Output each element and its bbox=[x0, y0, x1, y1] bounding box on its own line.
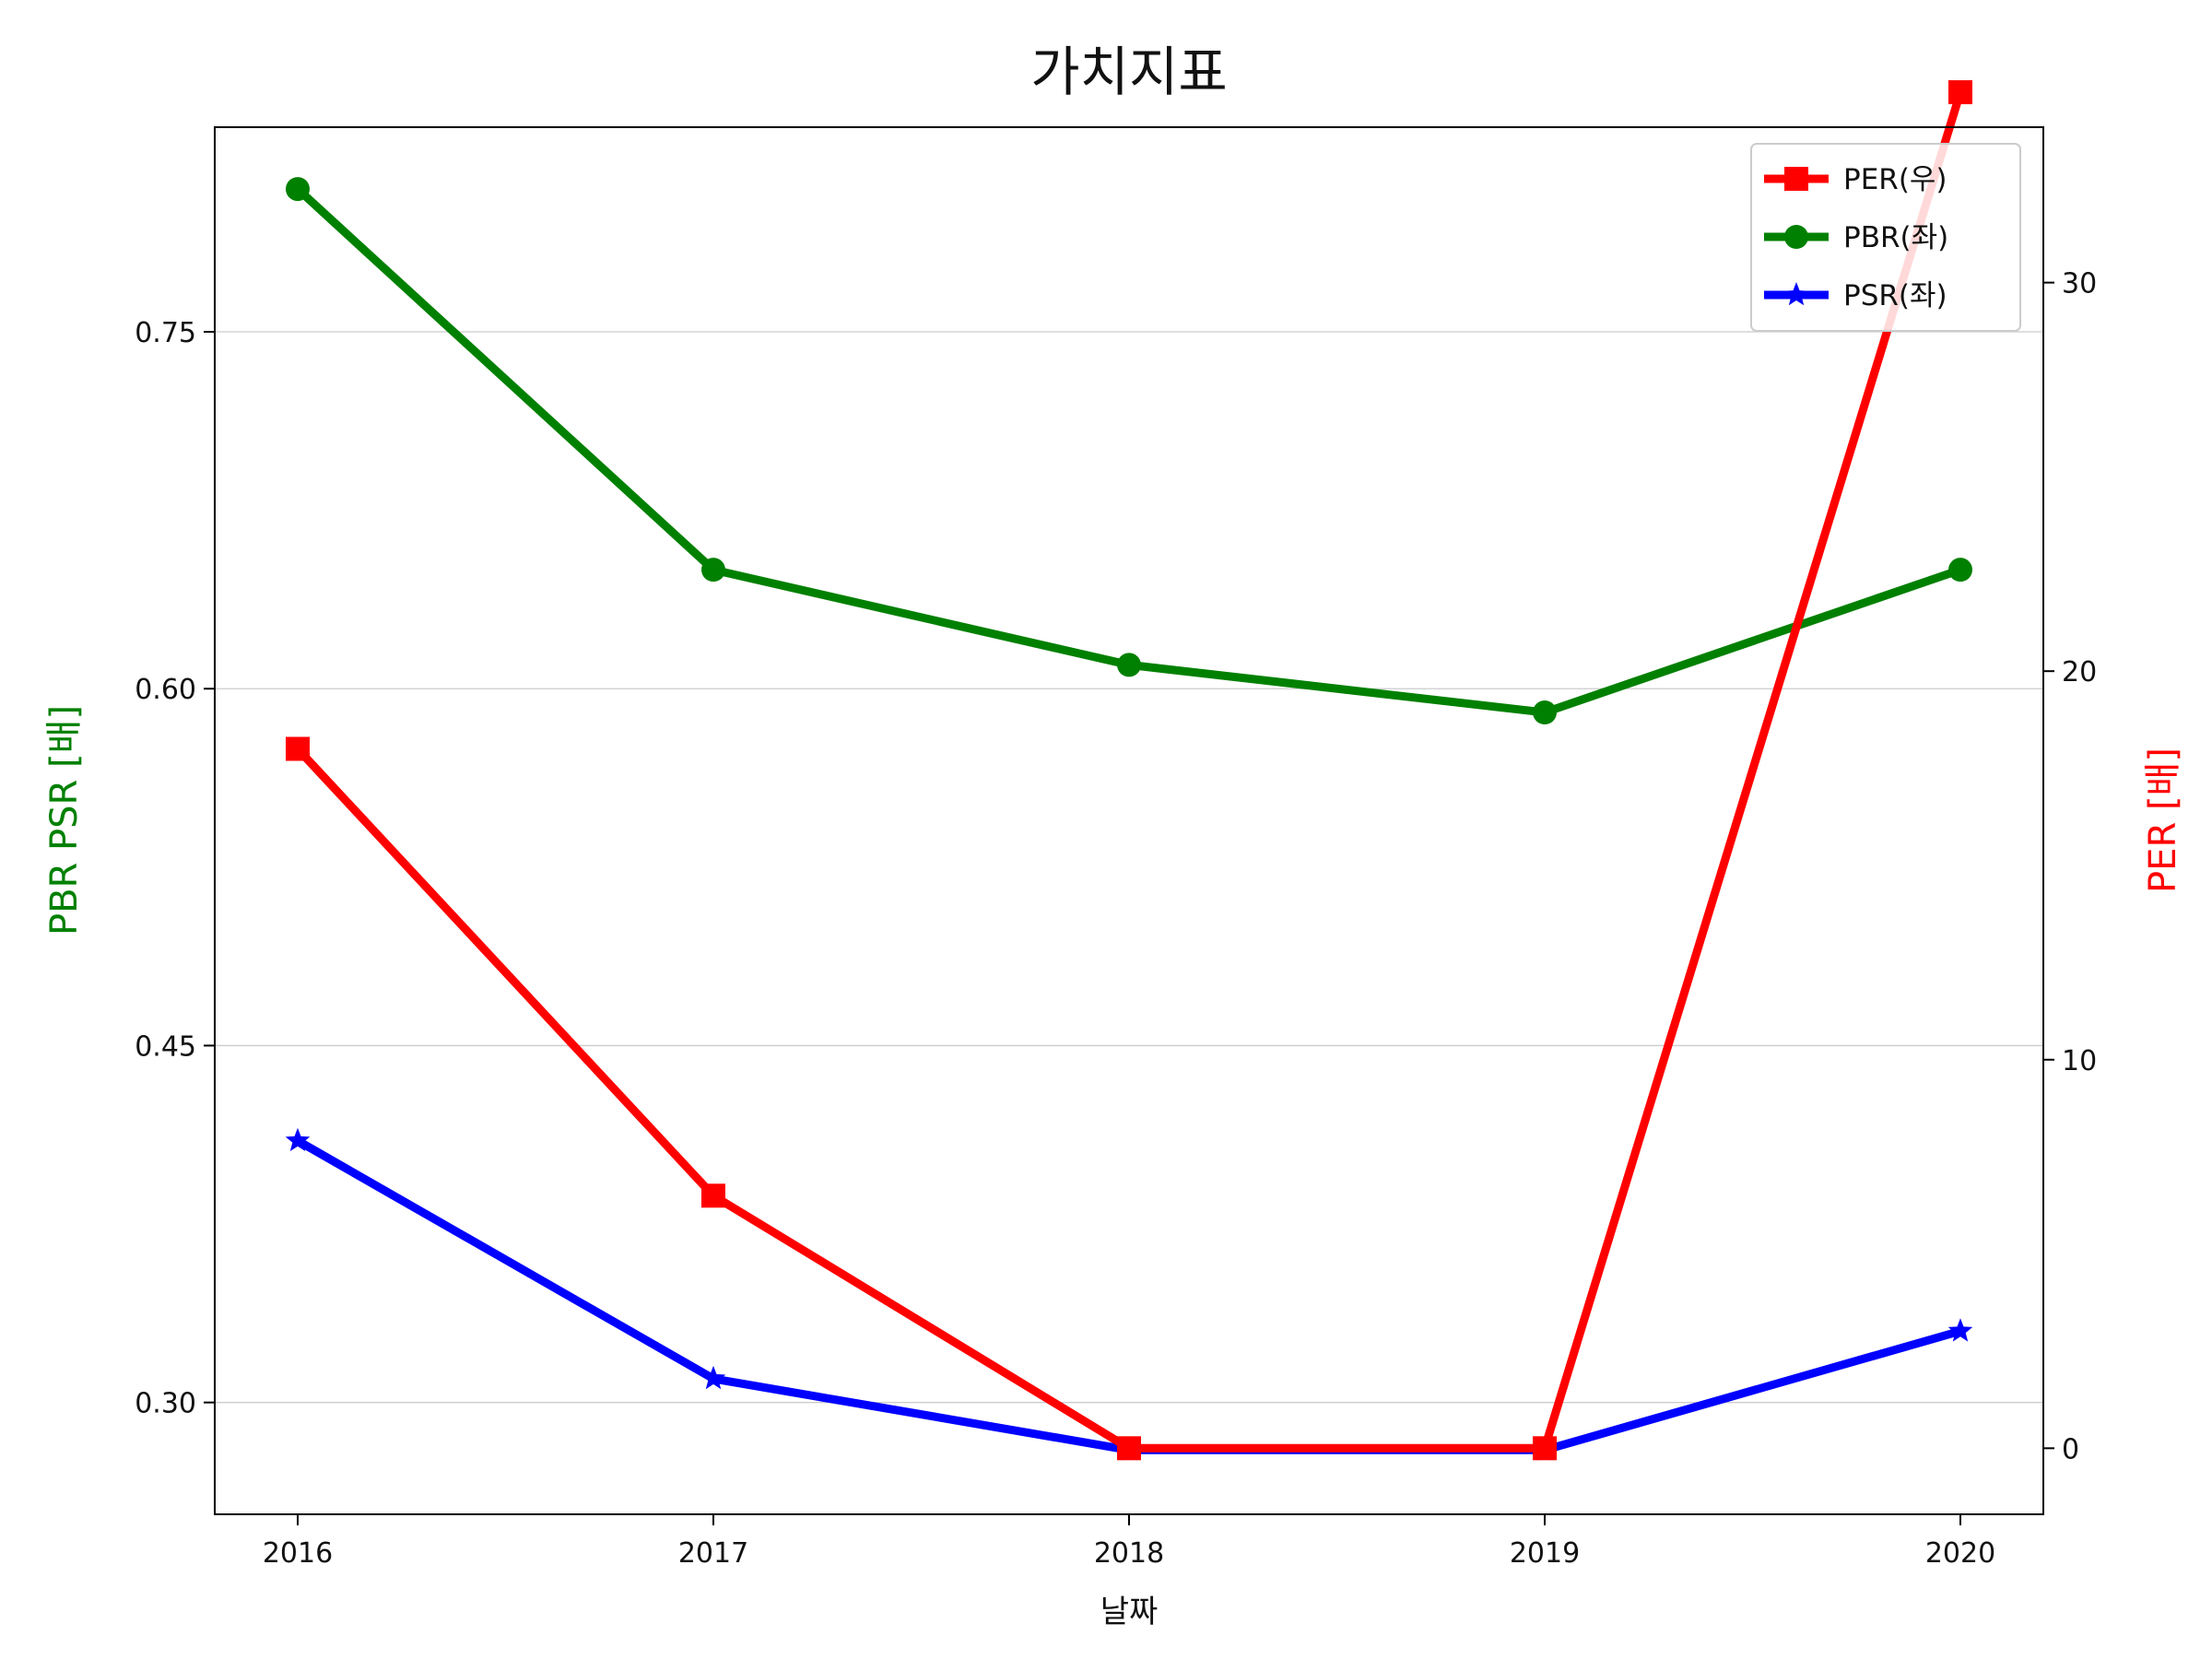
x-tick-label: 2017 bbox=[678, 1537, 748, 1570]
x-axis-label: 날짜 bbox=[1100, 1594, 1159, 1630]
data-point-per bbox=[1117, 1436, 1141, 1461]
legend-box bbox=[1750, 143, 2021, 332]
y-right-tick-label: 30 bbox=[2062, 268, 2097, 300]
series-markers bbox=[285, 80, 1973, 1461]
y-right-tick-label: 20 bbox=[2062, 656, 2097, 688]
data-point-psr bbox=[285, 1127, 311, 1151]
data-point-pbr bbox=[1948, 558, 1972, 582]
legend-marker-pbr bbox=[1784, 225, 1808, 249]
data-point-per bbox=[1948, 80, 1972, 105]
legend-marker-per bbox=[1784, 167, 1808, 191]
legend-label-per: PER(우) bbox=[1843, 163, 1947, 196]
data-point-per bbox=[1533, 1436, 1557, 1461]
legend: PER(우) PBR(좌) PSR(좌) bbox=[1750, 143, 2021, 332]
data-point-per bbox=[701, 1183, 725, 1208]
y-axis-left-label: PBR PSR [배] bbox=[43, 705, 86, 935]
plot-frame bbox=[214, 126, 2044, 1515]
grid-lines bbox=[215, 331, 2043, 1404]
x-tick-label: 2020 bbox=[1925, 1537, 1995, 1570]
data-point-pbr bbox=[1117, 653, 1141, 677]
series-line-pbr bbox=[294, 185, 1962, 717]
y-axis-right-label: PER [배] bbox=[2142, 747, 2184, 893]
data-point-psr bbox=[1947, 1318, 1973, 1342]
legend-marker-psr bbox=[1783, 282, 1809, 306]
y-left-tick-label: 0.30 bbox=[135, 1388, 196, 1420]
y-left-tick-label: 0.60 bbox=[135, 674, 196, 706]
y-right-tick-label: 10 bbox=[2062, 1045, 2097, 1077]
data-point-psr bbox=[700, 1365, 726, 1390]
series-line-per bbox=[294, 90, 1965, 1453]
chart-title: 가치지표 bbox=[1030, 41, 1227, 103]
legend-label-pbr: PBR(좌) bbox=[1843, 221, 1948, 254]
x-tick-label: 2019 bbox=[1510, 1537, 1580, 1570]
data-point-pbr bbox=[286, 177, 310, 202]
x-tick-label: 2016 bbox=[263, 1537, 333, 1570]
data-point-pbr bbox=[1533, 700, 1557, 725]
legend-label-psr: PSR(좌) bbox=[1843, 279, 1947, 312]
y-left-tick-label: 0.75 bbox=[135, 317, 196, 349]
data-point-pbr bbox=[701, 558, 725, 582]
y-right-tick-label: 0 bbox=[2062, 1433, 2079, 1465]
y-left-tick-label: 0.45 bbox=[135, 1030, 196, 1063]
axes: 0.30 0.45 0.60 0.75 0 10 20 30 2016 2017 2018 2019 2… bbox=[135, 268, 2097, 1570]
data-point-per bbox=[286, 736, 310, 761]
series-lines bbox=[294, 90, 1965, 1454]
series-line-psr bbox=[295, 1136, 1962, 1454]
x-tick-label: 2018 bbox=[1094, 1537, 1164, 1570]
